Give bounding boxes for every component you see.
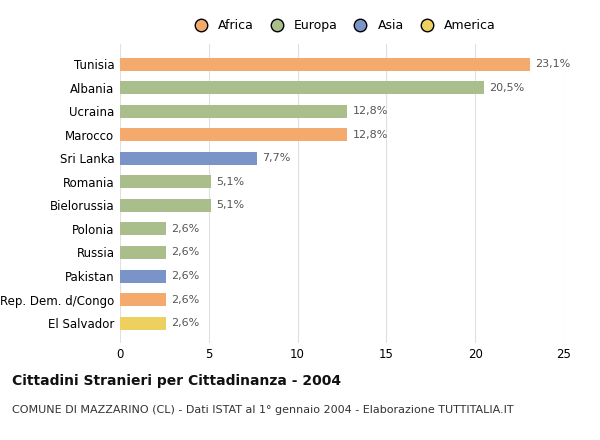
Bar <box>120 81 484 94</box>
Text: 2,6%: 2,6% <box>172 318 200 328</box>
Bar <box>120 317 166 330</box>
Bar <box>120 199 211 212</box>
Text: COMUNE DI MAZZARINO (CL) - Dati ISTAT al 1° gennaio 2004 - Elaborazione TUTTITAL: COMUNE DI MAZZARINO (CL) - Dati ISTAT al… <box>12 405 514 415</box>
Text: 2,6%: 2,6% <box>172 294 200 304</box>
Text: 2,6%: 2,6% <box>172 247 200 257</box>
Legend: Africa, Europa, Asia, America: Africa, Europa, Asia, America <box>183 15 501 37</box>
Text: 5,1%: 5,1% <box>216 200 244 210</box>
Text: 2,6%: 2,6% <box>172 224 200 234</box>
Text: 12,8%: 12,8% <box>353 130 388 140</box>
Text: 2,6%: 2,6% <box>172 271 200 281</box>
Bar <box>120 270 166 282</box>
Bar <box>120 176 211 188</box>
Bar <box>120 223 166 235</box>
Text: 23,1%: 23,1% <box>536 59 571 69</box>
Bar <box>120 293 166 306</box>
Bar <box>120 152 257 165</box>
Bar <box>120 58 530 70</box>
Bar <box>120 246 166 259</box>
Text: 5,1%: 5,1% <box>216 177 244 187</box>
Bar <box>120 105 347 117</box>
Text: 7,7%: 7,7% <box>262 153 290 163</box>
Bar <box>120 128 347 141</box>
Text: Cittadini Stranieri per Cittadinanza - 2004: Cittadini Stranieri per Cittadinanza - 2… <box>12 374 341 388</box>
Text: 20,5%: 20,5% <box>490 83 524 93</box>
Text: 12,8%: 12,8% <box>353 106 388 116</box>
